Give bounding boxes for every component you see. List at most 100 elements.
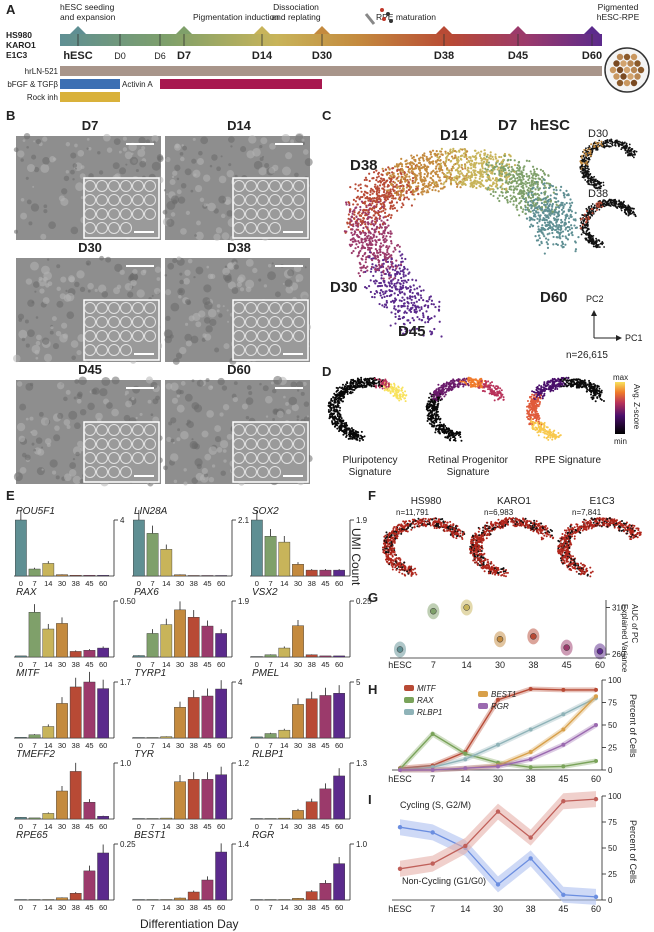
bar-RPE65-14 xyxy=(42,899,55,901)
i-xtick-38: 38 xyxy=(526,904,536,914)
xtick-38: 38 xyxy=(190,660,198,669)
gene-title-PAX6: PAX6 xyxy=(134,587,159,598)
xtick-45: 45 xyxy=(203,660,211,669)
ymax-label: 4 xyxy=(238,678,243,687)
ymax-label: 1.2 xyxy=(238,759,250,768)
bar-PAX6-38 xyxy=(187,617,200,658)
panel-g-letter: G xyxy=(368,590,378,605)
cell-line-2: KARO1 xyxy=(6,40,36,50)
h-xtick-hESC: hESC xyxy=(388,774,412,784)
bar-VSX2-7 xyxy=(264,654,277,658)
micrograph-D60: D60 xyxy=(163,362,313,486)
h-point-RAX-14 xyxy=(463,751,468,756)
xtick-14: 14 xyxy=(280,903,288,912)
bar-RPE65-45 xyxy=(83,870,96,901)
xtick-0: 0 xyxy=(19,822,23,831)
xtick-0: 0 xyxy=(19,579,23,588)
tp-marker-3 xyxy=(176,26,192,34)
h-point-RLBP1-45 xyxy=(561,712,566,717)
xtick-0: 0 xyxy=(137,741,141,750)
bar-RGR-30 xyxy=(292,898,304,901)
h-legend-RGR: RGR xyxy=(491,702,509,711)
inset-label-D30: D30 xyxy=(588,128,608,140)
micrograph-label-D14: D14 xyxy=(227,118,252,133)
g-xtick-30: 30 xyxy=(495,660,505,670)
bar-VSX2-30 xyxy=(292,625,304,658)
bar-chart-RLBP1: RLBP1 1.3 0 7 14 30 38 45 60 xyxy=(250,749,368,831)
pc-axes: PC2 PC1 xyxy=(586,294,643,343)
i-ytick-0: 0 xyxy=(608,896,613,905)
bar-RPE65-38 xyxy=(69,893,82,901)
gene-title-POU5F1: POU5F1 xyxy=(16,506,55,517)
g-point-14 xyxy=(463,604,470,611)
i-point-Non-Cycling-7 xyxy=(430,861,435,866)
h-point-RLBP1-14 xyxy=(463,757,468,762)
xtick-30: 30 xyxy=(176,822,184,831)
panel-h: H 0 25 50 75 100 Percent of Cells MITF RAX RLBP1… xyxy=(368,676,638,784)
h-xtick-60: 60 xyxy=(591,774,601,784)
bar-PMEL-30 xyxy=(292,704,304,739)
bar-TYRP1-60 xyxy=(215,688,228,739)
bar-TYR-38 xyxy=(187,779,200,820)
phase-label-2: Dissociation and replating xyxy=(271,2,320,22)
bar-MITF-60 xyxy=(97,688,110,739)
gene-title-PMEL: PMEL xyxy=(252,668,279,679)
xtick-14: 14 xyxy=(162,903,170,912)
bar-MITF-14 xyxy=(42,726,55,739)
xtick-0: 0 xyxy=(137,579,141,588)
bar-BEST1-7 xyxy=(146,899,159,901)
xtick-38: 38 xyxy=(190,741,198,750)
i-point-Non-Cycling-60 xyxy=(593,796,599,802)
xtick-45: 45 xyxy=(203,741,211,750)
line-n-E1C3: n=7,841 xyxy=(572,508,602,517)
xtick-7: 7 xyxy=(268,741,272,750)
gene-title-TYRP1: TYRP1 xyxy=(134,668,166,679)
xtick-45: 45 xyxy=(203,822,211,831)
panel-i: I 0 25 50 75 100 Percent of Cells Cycling (S, … xyxy=(368,791,638,914)
bar-SOX2-45 xyxy=(319,569,332,577)
xtick-30: 30 xyxy=(176,579,184,588)
xtick-7: 7 xyxy=(150,579,154,588)
i-point-Non-Cycling-45 xyxy=(561,799,566,804)
g-xtick-7: 7 xyxy=(431,660,436,670)
bar-RAX-38 xyxy=(69,651,82,658)
pca-scatter xyxy=(343,147,580,338)
xtick-60: 60 xyxy=(335,903,343,912)
bar-RGR-60 xyxy=(333,863,346,901)
xtick-14: 14 xyxy=(44,660,52,669)
xtick-45: 45 xyxy=(321,903,329,912)
xtick-7: 7 xyxy=(150,822,154,831)
gene-title-TYR: TYR xyxy=(134,749,154,760)
h-point-RGR-7 xyxy=(430,768,435,772)
bar-RGR-7 xyxy=(264,899,277,901)
cond-lam-bar xyxy=(60,66,602,76)
bar-MITF-7 xyxy=(28,734,41,739)
h-point-RAX-60 xyxy=(594,759,598,763)
xtick-0: 0 xyxy=(137,822,141,831)
xtick-14: 14 xyxy=(44,579,52,588)
gene-title-LIN28A: LIN28A xyxy=(134,506,168,517)
tp-marker-4 xyxy=(254,26,270,34)
micrograph-label-D45: D45 xyxy=(78,362,102,377)
bar-RPE65-0 xyxy=(14,899,27,901)
xtick-45: 45 xyxy=(85,579,93,588)
i-point-Cycling-60 xyxy=(593,894,599,900)
bar-RLBP1-7 xyxy=(264,818,277,820)
gene-title-MITF: MITF xyxy=(16,668,40,679)
xtick-0: 0 xyxy=(137,903,141,912)
bar-PAX6-14 xyxy=(160,624,173,658)
cond-bfgf-bar xyxy=(60,79,120,89)
panel-h-letter: H xyxy=(368,682,377,697)
marker-percent-chart: 0 25 50 75 100 Percent of Cells MITF RAX RLBP1 BE… xyxy=(388,676,638,784)
bar-TYRP1-0 xyxy=(132,737,145,739)
xtick-45: 45 xyxy=(321,741,329,750)
h-xtick-30: 30 xyxy=(493,774,503,784)
i-point-Cycling-38 xyxy=(528,856,533,861)
ymax-label: 1.9 xyxy=(356,516,368,525)
xtick-30: 30 xyxy=(294,822,302,831)
micrograph-label-D60: D60 xyxy=(227,362,251,377)
panel-a: A HS980 KARO1 E1C3 hESC seeding and expan… xyxy=(6,2,650,102)
phase-label-3: RPE maturation xyxy=(376,12,436,22)
xtick-45: 45 xyxy=(321,660,329,669)
